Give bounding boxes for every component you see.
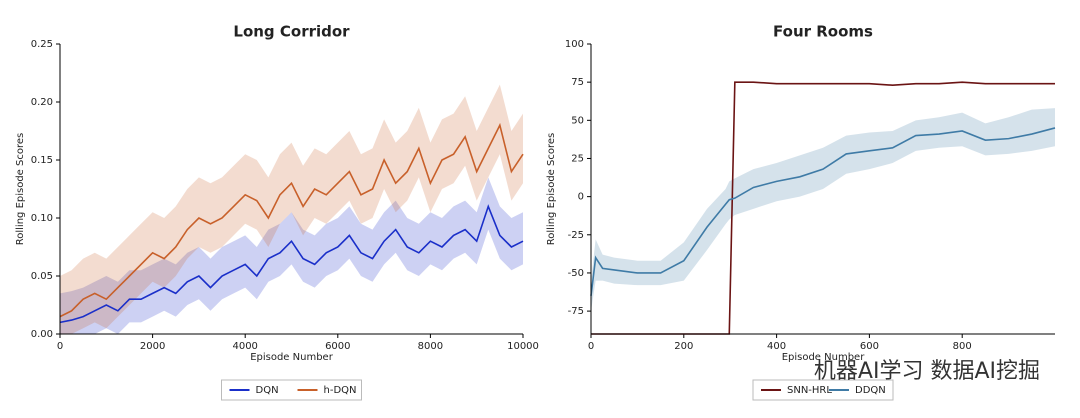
y-tick-label: -75 <box>568 306 584 317</box>
y-tick-label: 0.20 <box>31 97 53 108</box>
x-tick-label: 10000 <box>507 341 539 352</box>
legend-box <box>221 379 362 401</box>
legend-label: DDQN <box>855 385 886 396</box>
confidence-band <box>591 108 1055 312</box>
x-tick-label: 4000 <box>232 341 257 352</box>
x-tick-label: 8000 <box>418 341 443 352</box>
x-tick-label: 400 <box>767 341 786 352</box>
y-tick-label: 75 <box>571 77 584 88</box>
y-tick-label: 0 <box>578 192 584 203</box>
series-line <box>59 122 524 318</box>
x-tick-label: 600 <box>860 341 879 352</box>
series-line <box>591 81 1055 335</box>
y-axis-label: Rolling Episode Scores <box>546 133 557 246</box>
series-line <box>59 204 524 324</box>
x-axis-label: Episode Number <box>250 352 334 363</box>
legend-label: SNN-HRL <box>787 385 832 396</box>
legend-label: h-DQN <box>324 385 357 396</box>
y-tick-label: 25 <box>571 153 584 164</box>
x-tick-label: 200 <box>674 341 693 352</box>
y-axis-label: Rolling Episode Scores <box>15 133 26 246</box>
series-line <box>590 127 1056 296</box>
x-tick-label: 0 <box>588 341 594 352</box>
y-tick-label: 0.10 <box>31 213 53 224</box>
y-tick-label: 0.00 <box>31 329 53 340</box>
chart-title: Four Rooms <box>773 23 873 41</box>
x-tick-label: 2000 <box>140 341 165 352</box>
y-tick-label: 0.25 <box>31 39 53 50</box>
legend-box <box>752 379 894 401</box>
legend-label: DQN <box>256 385 279 396</box>
x-axis-label: Episode Number <box>782 352 866 363</box>
confidence-band <box>60 177 523 334</box>
x-tick-label: 800 <box>953 341 972 352</box>
y-tick-label: -25 <box>568 230 584 241</box>
y-tick-label: 50 <box>571 115 584 126</box>
x-tick-label: 0 <box>57 341 63 352</box>
confidence-band <box>60 84 523 334</box>
watermark: 机器AI学习 数据AI挖掘 <box>814 359 1040 384</box>
x-tick-label: 6000 <box>325 341 350 352</box>
chart-title: Long Corridor <box>233 23 350 41</box>
y-tick-label: 0.05 <box>31 271 53 282</box>
y-tick-label: -50 <box>568 268 584 279</box>
y-tick-label: 0.15 <box>31 155 53 166</box>
y-tick-label: 100 <box>565 39 584 50</box>
